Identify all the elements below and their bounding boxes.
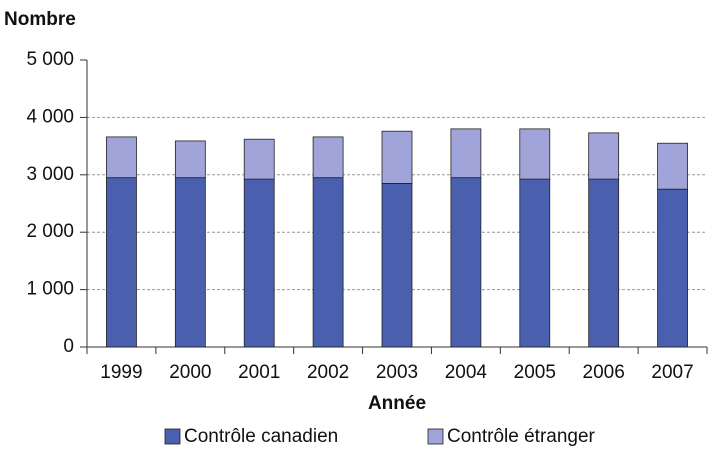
x-tick-label: 2002 <box>307 362 349 383</box>
bar-segment <box>450 177 482 348</box>
bar-segment <box>174 140 206 179</box>
y-tick-label: 4 000 <box>26 106 74 127</box>
bar-segment <box>243 138 275 180</box>
x-tick-label: 2000 <box>169 362 211 383</box>
bar-segment <box>588 132 620 180</box>
x-tick-label: 1999 <box>100 362 142 383</box>
bar-segment <box>243 178 275 348</box>
bar-segment <box>106 136 137 179</box>
x-tick-label: 2004 <box>445 362 488 383</box>
x-tick-label: 2006 <box>583 362 625 383</box>
y-tick-label: 1 000 <box>26 279 74 300</box>
legend-swatch <box>164 428 181 445</box>
bar-segment <box>312 177 344 348</box>
y-tick-label: 3 000 <box>26 164 74 185</box>
bar-segment <box>657 142 688 190</box>
x-tick-label: 2005 <box>514 362 556 383</box>
bar-segment <box>312 136 344 179</box>
bar-segment <box>174 177 206 348</box>
bar-segment <box>381 183 413 348</box>
bar-segment <box>657 188 688 348</box>
legend-swatch <box>427 428 444 445</box>
y-tick-label: 5 000 <box>26 49 74 70</box>
x-tick-label: 2007 <box>651 362 693 383</box>
x-axis-title: Année <box>368 393 426 414</box>
bar-segment <box>519 128 551 180</box>
x-tick-label: 2003 <box>376 362 418 383</box>
legend-label: Contrôle étranger <box>447 426 596 447</box>
bar-segment <box>588 178 620 348</box>
y-tick-label: 0 <box>63 336 74 357</box>
x-tick-label: 2001 <box>238 362 280 383</box>
bar-segment <box>106 177 137 348</box>
bar-segment <box>519 178 551 348</box>
y-axis-title: Nombre <box>4 9 76 30</box>
legend-label: Contrôle canadien <box>184 426 338 447</box>
y-tick-label: 2 000 <box>26 221 74 242</box>
bar-segment <box>450 128 482 179</box>
bar-segment <box>381 130 413 184</box>
